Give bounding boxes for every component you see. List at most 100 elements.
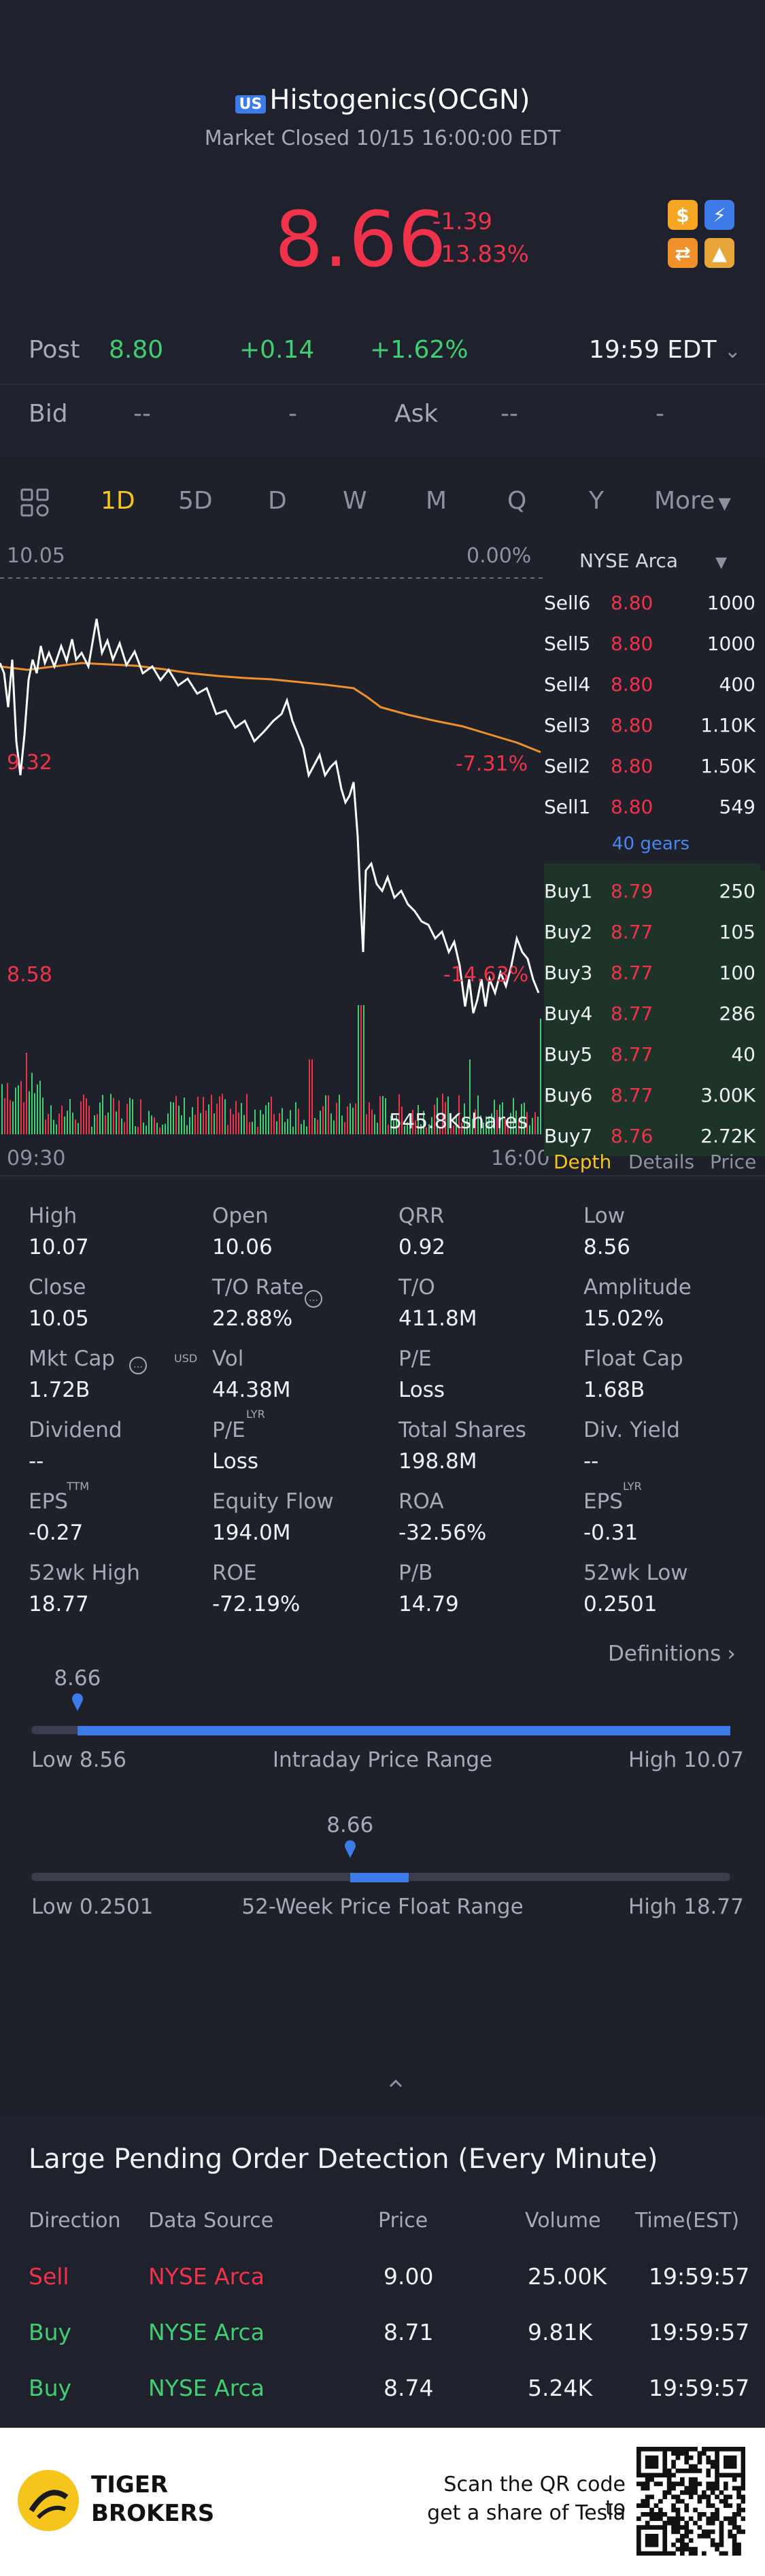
- sell-level-row[interactable]: Sell1 8.80 549: [544, 786, 765, 827]
- pin-icon: [344, 1840, 356, 1858]
- sell-level-row[interactable]: Sell6 8.80 1000: [544, 582, 765, 623]
- post-time-selector[interactable]: 19:59 EDT ⌄: [589, 336, 741, 364]
- volume-bar: [214, 1113, 215, 1134]
- volume-bar: [472, 1119, 473, 1134]
- volume-bar: [143, 1122, 144, 1134]
- footer-banner: TIGER BROKERS Scan the QR code to get a …: [0, 2428, 765, 2576]
- post-change: +0.14: [239, 336, 315, 364]
- sell-level-row[interactable]: Sell5 8.80 1000: [544, 623, 765, 664]
- tab-q[interactable]: Q: [507, 487, 527, 515]
- volume-bar: [10, 1100, 11, 1134]
- volume-bar: [284, 1121, 286, 1134]
- tab-y[interactable]: Y: [589, 487, 604, 515]
- buy-level-row[interactable]: Buy3 8.77 100: [544, 952, 765, 993]
- volume-bar: [118, 1100, 120, 1134]
- tab-1d[interactable]: 1D: [101, 487, 135, 515]
- volume-bar: [303, 1119, 305, 1134]
- buy-level-row[interactable]: Buy6 8.77 3.00K: [544, 1074, 765, 1115]
- volume-bar: [26, 1053, 27, 1134]
- volume-bar: [515, 1111, 517, 1134]
- volume-bar: [88, 1105, 90, 1134]
- direction-cell: Buy: [29, 2319, 72, 2345]
- volume-bar: [135, 1126, 136, 1134]
- buy-level-row[interactable]: Buy4 8.77 286: [544, 993, 765, 1034]
- volume-bar: [156, 1123, 158, 1134]
- stat-label: Vol: [212, 1346, 244, 1371]
- sell-level-row[interactable]: Sell4 8.80 400: [544, 664, 765, 705]
- stat-label: Float Cap: [583, 1346, 683, 1371]
- level-price: 8.77: [611, 1084, 653, 1106]
- volume-bar: [257, 1126, 258, 1134]
- definitions-link[interactable]: Definitions ›: [608, 1642, 736, 1666]
- buy-level-row[interactable]: Buy7 8.76 2.72K: [544, 1115, 765, 1156]
- volume-bar: [325, 1095, 326, 1134]
- chart-canvas: [0, 577, 544, 1134]
- volume-bar: [317, 1119, 318, 1134]
- level-label: Buy1: [544, 880, 593, 902]
- period-tabs: 1D 5D D W M Q Y More ▼: [0, 465, 765, 536]
- lightning-icon[interactable]: ⚡: [704, 200, 734, 230]
- level-price: 8.77: [611, 1043, 653, 1066]
- volume-bar: [64, 1116, 65, 1134]
- stat-value: 10.06: [212, 1235, 273, 1259]
- level-label: Sell3: [544, 714, 591, 736]
- range-high-label: High 18.77: [628, 1895, 744, 1919]
- sell-level-row[interactable]: Sell2 8.80 1.50K: [544, 745, 765, 786]
- volume-bar: [126, 1104, 128, 1134]
- tab-m[interactable]: M: [426, 487, 447, 515]
- volume-bar: [309, 1060, 310, 1134]
- pin-icon: [71, 1693, 84, 1711]
- post-label: Post: [29, 336, 80, 364]
- pending-order-row[interactable]: Buy NYSE Arca 8.71 9.81K 19:59:57: [0, 2319, 765, 2360]
- volume-bar: [208, 1104, 209, 1134]
- tab-5d[interactable]: 5D: [178, 487, 213, 515]
- volume-bar: [292, 1126, 294, 1134]
- volume-bar: [486, 1116, 487, 1134]
- stat-label: High: [29, 1204, 78, 1228]
- volume-bar: [121, 1118, 122, 1134]
- tab-depth[interactable]: Depth: [554, 1151, 612, 1173]
- volume-bar: [238, 1112, 239, 1134]
- volume-bar: [537, 1117, 539, 1134]
- tab-more[interactable]: More ▼: [654, 487, 731, 515]
- volume-cell: 25.00K: [528, 2263, 607, 2290]
- trade-icon[interactable]: ⇄: [668, 238, 698, 268]
- grid-layout-icon[interactable]: [19, 487, 50, 518]
- buy-level-row[interactable]: Buy1 8.79 250: [544, 870, 765, 911]
- tab-d[interactable]: D: [268, 487, 287, 515]
- buy-level-row[interactable]: Buy2 8.77 105: [544, 911, 765, 952]
- eps-lyr-superscript: LYR: [623, 1480, 642, 1493]
- sell-level-row[interactable]: Sell3 8.80 1.10K: [544, 705, 765, 745]
- tab-w[interactable]: W: [343, 487, 367, 515]
- dollar-icon[interactable]: $: [668, 200, 698, 230]
- stat-value: 1.72B: [29, 1378, 90, 1402]
- stat-value: 194.0M: [212, 1521, 291, 1545]
- order-book: NYSE Arca ▼ Sell6 8.80 1000 Sell5 8.80 1000 Se…: [544, 537, 765, 1156]
- divider: [0, 384, 765, 385]
- buy-level-row[interactable]: Buy5 8.77 40: [544, 1034, 765, 1074]
- tab-price[interactable]: Price: [710, 1151, 757, 1173]
- volume-bar: [409, 1117, 411, 1134]
- eps-ttm-superscript: TTM: [67, 1480, 90, 1493]
- volume-bar: [192, 1106, 193, 1134]
- tab-details[interactable]: Details: [628, 1151, 695, 1173]
- volume-bar: [279, 1113, 280, 1134]
- volume-bar: [167, 1113, 169, 1134]
- pending-order-row[interactable]: Buy NYSE Arca 8.74 5.24K 19:59:57: [0, 2375, 765, 2416]
- info-icon[interactable]: …: [305, 1290, 322, 1308]
- intraday-chart[interactable]: 10.05 0.00% 9.32 -7.31% 8.58 -14.63% 545…: [0, 537, 549, 1183]
- level-label: Sell2: [544, 755, 591, 777]
- volume-bar: [507, 1119, 509, 1134]
- level-size: 40: [731, 1043, 755, 1066]
- chevron-up-icon[interactable]: [382, 2073, 409, 2093]
- level-size: 1.50K: [700, 755, 755, 777]
- volume-bar: [216, 1103, 218, 1134]
- info-icon[interactable]: …: [129, 1357, 147, 1374]
- gears-label[interactable]: 40 gears: [612, 834, 690, 854]
- mid-price-label: 9.32: [7, 751, 52, 775]
- pending-order-row[interactable]: Sell NYSE Arca 9.00 25.00K 19:59:57: [0, 2263, 765, 2304]
- education-icon[interactable]: ▲: [704, 238, 734, 268]
- col-direction: Direction: [29, 2209, 121, 2233]
- volume-bar: [20, 1081, 22, 1134]
- exchange-selector[interactable]: NYSE Arca ▼: [579, 549, 727, 572]
